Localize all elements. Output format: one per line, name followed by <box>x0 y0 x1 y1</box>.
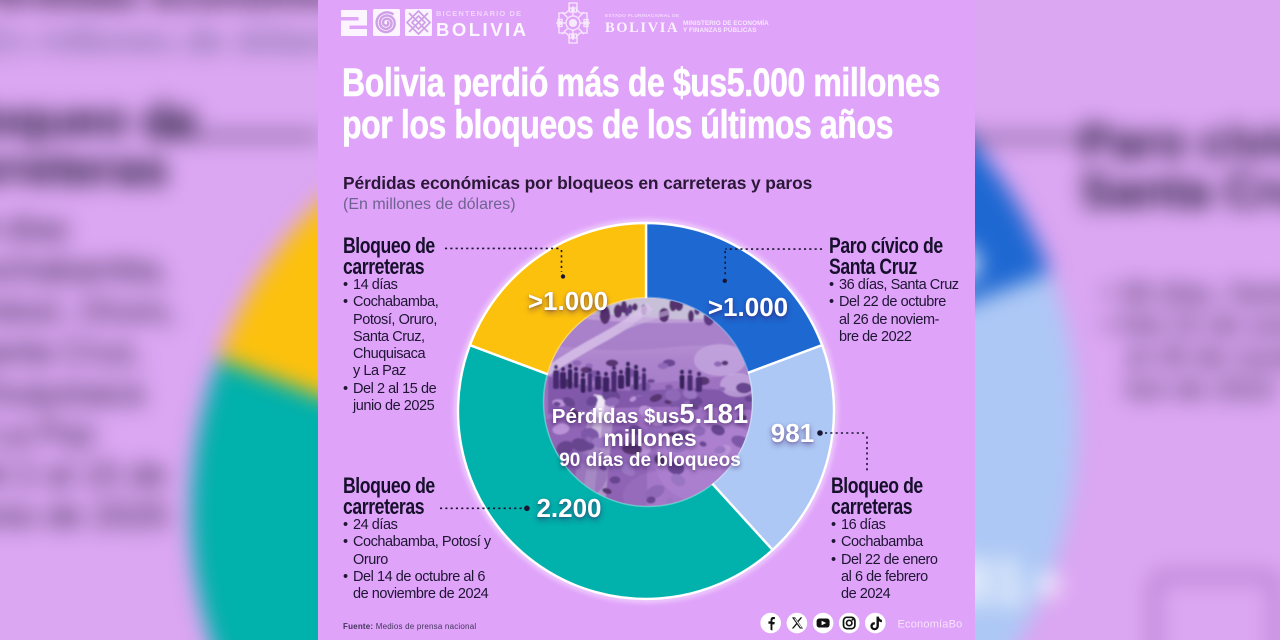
svg-text:EconomíaBo: EconomíaBo <box>898 619 963 631</box>
